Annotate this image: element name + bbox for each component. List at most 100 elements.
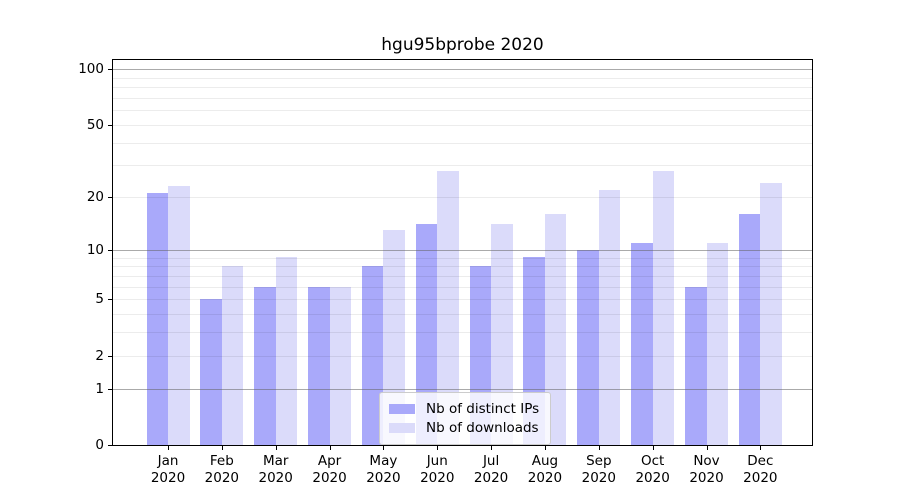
chart-title: hgu95bprobe 2020 bbox=[381, 35, 544, 55]
y-tick-mark-2 bbox=[108, 355, 112, 357]
gridline-minor-30 bbox=[113, 165, 812, 167]
y-tick-label-5: 5 bbox=[95, 291, 104, 308]
x-tick-label-year: 2020 bbox=[527, 469, 563, 486]
x-tick-mark-may bbox=[383, 446, 385, 450]
x-tick-mark-dec bbox=[760, 446, 762, 450]
bar-downloads-may bbox=[383, 230, 405, 445]
x-tick-label-month: Apr bbox=[317, 453, 342, 469]
y-tick-label-20: 20 bbox=[86, 189, 104, 206]
x-tick-label-year: 2020 bbox=[635, 469, 670, 486]
spine-top bbox=[112, 59, 813, 60]
x-tick-mark-nov bbox=[706, 446, 708, 450]
y-tick-label-10: 10 bbox=[86, 241, 104, 258]
gridline-minor-7 bbox=[113, 275, 812, 277]
bar-downloads-jun bbox=[437, 170, 459, 445]
legend-entry-distinct-ips: Nb of distinct IPs bbox=[389, 399, 539, 418]
gridline-minor-60 bbox=[113, 110, 812, 112]
x-tick-mark-feb bbox=[221, 446, 223, 450]
gridline-minor-50 bbox=[113, 124, 812, 126]
gridline-minor-90 bbox=[113, 77, 812, 79]
bar-distinct-ips-may bbox=[361, 266, 384, 445]
x-tick-label-jul: Jul 2020 bbox=[456, 453, 526, 486]
x-tick-label-month: Oct bbox=[640, 453, 665, 469]
x-tick-label-feb: Feb 2020 bbox=[187, 453, 257, 486]
gridline-minor-20 bbox=[113, 197, 812, 199]
gridline-minor-9 bbox=[113, 257, 812, 259]
y-tick-mark-5 bbox=[108, 299, 112, 301]
x-tick-mark-apr bbox=[329, 446, 331, 450]
x-tick-label-sep: Sep 2020 bbox=[564, 453, 634, 486]
y-tick-label-0: 0 bbox=[95, 437, 104, 453]
bar-downloads-apr bbox=[329, 286, 352, 445]
x-tick-label-month: Jul bbox=[482, 453, 500, 469]
x-tick-label-year: 2020 bbox=[420, 469, 455, 486]
x-tick-mark-sep bbox=[598, 446, 600, 450]
gridline-minor-4 bbox=[113, 313, 812, 315]
plot-area: Nb of distinct IPs Nb of downloads bbox=[113, 60, 812, 445]
bar-downloads-jan bbox=[168, 186, 190, 445]
x-tick-label-dec: Dec 2020 bbox=[725, 453, 795, 486]
y-tick-label-2: 2 bbox=[95, 347, 104, 364]
y-tick-mark-50 bbox=[108, 124, 112, 126]
x-tick-label-aug: Aug 2020 bbox=[510, 453, 580, 486]
gridline-major-10 bbox=[113, 249, 812, 251]
x-tick-label-month: Dec bbox=[747, 453, 774, 469]
bar-distinct-ips-dec bbox=[738, 214, 761, 445]
gridline-minor-70 bbox=[113, 97, 812, 99]
x-tick-mark-oct bbox=[652, 446, 654, 450]
x-tick-label-may: May 2020 bbox=[348, 453, 418, 486]
legend-label-downloads: Nb of downloads bbox=[426, 419, 539, 436]
x-tick-label-year: 2020 bbox=[581, 469, 616, 486]
y-tick-mark-100 bbox=[108, 69, 112, 71]
x-tick-label-apr: Apr 2020 bbox=[295, 453, 365, 486]
x-tick-mark-jun bbox=[437, 446, 439, 450]
gridline-major-100 bbox=[113, 69, 812, 71]
y-tick-label-100: 100 bbox=[78, 61, 104, 78]
x-tick-mark-aug bbox=[545, 446, 546, 450]
spine-right bbox=[812, 60, 813, 446]
x-tick-label-month: Aug bbox=[531, 453, 559, 469]
gridline-minor-2 bbox=[113, 355, 812, 357]
bar-downloads-oct bbox=[652, 170, 675, 445]
bar-distinct-ips-oct bbox=[631, 242, 653, 445]
x-tick-mark-jul bbox=[491, 446, 493, 450]
bar-downloads-jul bbox=[491, 224, 513, 445]
x-tick-label-year: 2020 bbox=[366, 469, 401, 486]
y-tick-mark-1 bbox=[108, 388, 112, 390]
y-tick-mark-0 bbox=[108, 445, 112, 446]
legend-swatch-distinct-ips bbox=[389, 403, 415, 414]
x-tick-label-month: Jun bbox=[426, 453, 448, 469]
bar-downloads-aug bbox=[544, 214, 567, 445]
x-tick-label-year: 2020 bbox=[204, 469, 240, 486]
x-tick-label-month: Mar bbox=[262, 453, 289, 469]
gridline-major-1 bbox=[113, 388, 812, 390]
gridline-minor-6 bbox=[113, 286, 812, 288]
x-tick-mark-jan bbox=[168, 446, 169, 450]
bar-downloads-mar bbox=[275, 257, 298, 445]
legend-entry-downloads: Nb of downloads bbox=[389, 418, 539, 437]
gridline-minor-80 bbox=[113, 87, 812, 89]
bar-downloads-sep bbox=[598, 189, 621, 445]
legend: Nb of distinct IPs Nb of downloads bbox=[379, 392, 552, 445]
gridline-minor-8 bbox=[113, 266, 812, 268]
x-tick-label-year: 2020 bbox=[150, 469, 186, 486]
x-tick-label-year: 2020 bbox=[689, 469, 724, 486]
bar-distinct-ips-feb bbox=[200, 299, 222, 445]
x-tick-label-month: Feb bbox=[209, 453, 234, 469]
y-tick-label-1: 1 bbox=[95, 380, 104, 397]
bar-distinct-ips-jun bbox=[415, 224, 438, 445]
bar-distinct-ips-nov bbox=[685, 286, 707, 445]
bar-distinct-ips-sep bbox=[577, 249, 599, 445]
bar-downloads-nov bbox=[706, 242, 728, 445]
x-tick-label-mar: Mar 2020 bbox=[241, 453, 311, 486]
x-tick-label-year: 2020 bbox=[312, 469, 347, 486]
gridline-minor-5 bbox=[113, 299, 812, 301]
x-tick-label-year: 2020 bbox=[743, 469, 778, 486]
gridline-minor-3 bbox=[113, 332, 812, 334]
gridline-minor-40 bbox=[113, 142, 812, 144]
x-tick-label-year: 2020 bbox=[258, 469, 293, 486]
x-tick-label-jun: Jun 2020 bbox=[402, 453, 472, 486]
x-tick-label-year: 2020 bbox=[473, 469, 509, 486]
x-tick-label-oct: Oct 2020 bbox=[618, 453, 688, 486]
